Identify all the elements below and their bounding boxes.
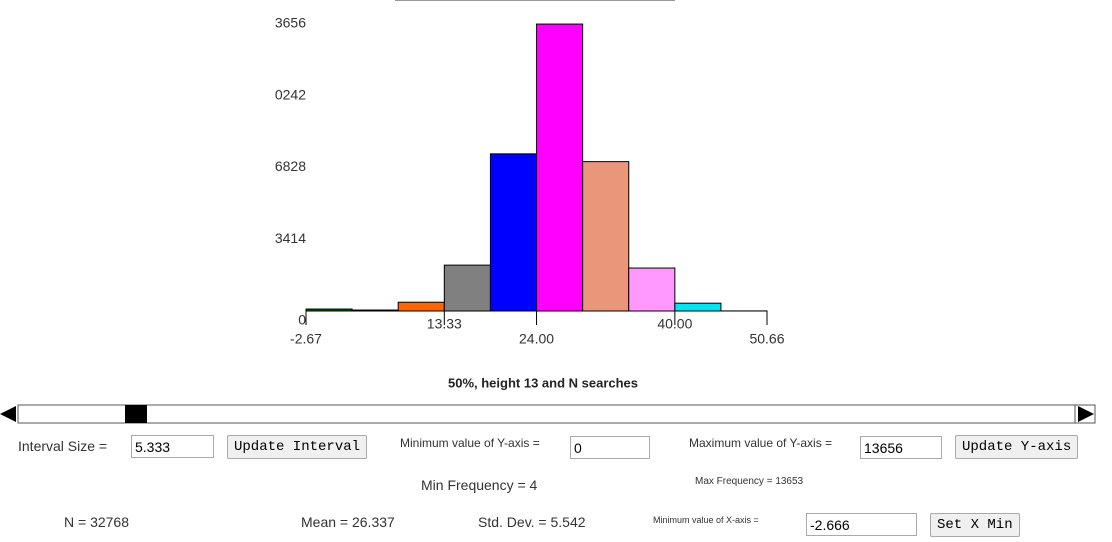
- x-tick-label: -2.67: [290, 331, 322, 347]
- ymin-label: Minimum value of Y-axis =: [400, 436, 540, 450]
- chart: 50%, height 13 and N searches 0 3414 6828 0…: [0, 0, 1096, 424]
- caption: 50%, height 13 and N searches: [448, 375, 638, 390]
- slider-thumb[interactable]: [125, 405, 147, 423]
- bar: [305, 308, 353, 312]
- ymin-input[interactable]: [570, 436, 650, 459]
- xmin-input[interactable]: [806, 513, 917, 536]
- bar: [443, 264, 491, 312]
- slider-right-box[interactable]: [1074, 404, 1096, 424]
- bar: [628, 267, 676, 312]
- bar: [397, 301, 445, 312]
- x-tick-label: 13.33: [427, 316, 462, 332]
- set-xmin-button[interactable]: Set X Min: [930, 513, 1020, 537]
- slider[interactable]: [0, 404, 1096, 424]
- std-dev: Std. Dev. = 5.542: [478, 514, 586, 530]
- n-count: N = 32768: [64, 514, 129, 530]
- mean: Mean = 26.337: [301, 514, 395, 530]
- slider-track[interactable]: [17, 404, 1076, 424]
- y-tick-label: 3656: [275, 15, 306, 31]
- bar: [674, 302, 722, 312]
- bar: [536, 23, 584, 312]
- max-frequency: Max Frequency = 13653: [695, 476, 804, 487]
- bar: [582, 161, 630, 312]
- y-tick-label: 0242: [275, 86, 306, 102]
- slider-right-arrow[interactable]: [1078, 406, 1094, 422]
- x-tick-label: 40.00: [657, 316, 692, 332]
- y-tick-label: 6828: [275, 158, 306, 174]
- update-interval-button[interactable]: Update Interval: [227, 435, 368, 459]
- min-frequency: Min Frequency = 4: [421, 477, 538, 493]
- x-tick-label: 24.00: [519, 331, 554, 347]
- xmin-label: Minimum value of X-axis =: [653, 515, 759, 525]
- update-y-button[interactable]: Update Y-axis: [955, 435, 1079, 459]
- bar: [489, 153, 538, 312]
- bar: [351, 309, 399, 312]
- interval-label: Interval Size =: [18, 438, 108, 454]
- slider-left-arrow[interactable]: [0, 406, 16, 422]
- x-tick-label: 50.66: [749, 331, 784, 347]
- ymax-label: Maximum value of Y-axis =: [689, 436, 833, 450]
- ymax-input[interactable]: [860, 436, 942, 459]
- interval-input[interactable]: [131, 435, 214, 458]
- y-tick-label: 3414: [275, 230, 306, 246]
- y-tick-label: 0: [298, 312, 306, 328]
